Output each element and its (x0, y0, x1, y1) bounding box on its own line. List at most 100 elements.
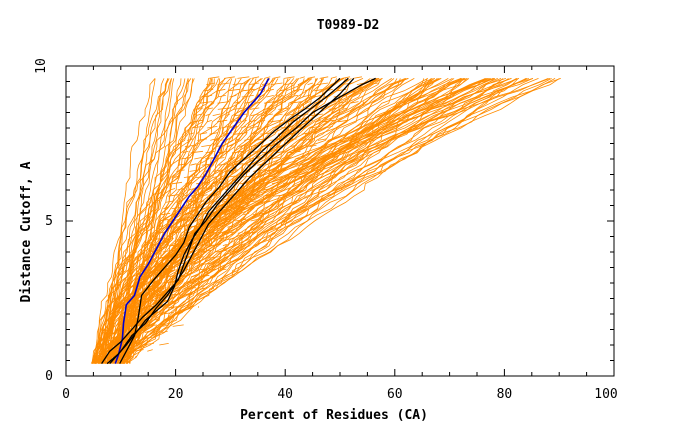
model-hatch (221, 200, 228, 203)
model-curve (99, 78, 486, 364)
model-hatch (263, 126, 270, 129)
model-hatch (310, 126, 320, 129)
model-hatch (223, 76, 235, 79)
model-hatch (240, 181, 253, 185)
model-hatch (208, 231, 222, 234)
model-hatch (279, 101, 287, 104)
model-hatch (282, 181, 288, 185)
model-hatch (345, 95, 348, 98)
model-hatch (238, 175, 252, 178)
model-hatch (217, 101, 230, 104)
model-hatch (249, 206, 255, 209)
model-curve (93, 78, 380, 364)
model-hatch (134, 355, 138, 358)
model-hatch (194, 157, 202, 160)
model-curve (115, 78, 512, 364)
model-hatch (170, 243, 182, 247)
model-hatch (172, 324, 184, 327)
model-hatch (208, 76, 220, 79)
model-hatch (126, 312, 134, 315)
model-hatch (338, 119, 349, 123)
model-hatch (237, 76, 250, 79)
y-tick-label-10: 10 (34, 58, 49, 74)
model-hatch (189, 132, 195, 135)
model-hatch (217, 95, 226, 98)
model-hatch (199, 101, 213, 104)
model-hatch (176, 281, 184, 284)
model-hatch (195, 113, 203, 116)
model-hatch (195, 293, 199, 296)
chart-title: T0989-D2 (317, 18, 380, 33)
model-hatch (285, 82, 294, 85)
model-hatch (148, 293, 154, 296)
model-hatch (171, 268, 182, 271)
model-curve (117, 78, 512, 364)
model-hatch (252, 132, 259, 135)
model-hatch (336, 88, 347, 92)
model-hatch (279, 175, 290, 178)
model-hatch (162, 324, 170, 327)
model-hatch (119, 355, 131, 358)
model-hatch (201, 95, 213, 98)
model-hatch (177, 188, 184, 191)
series-line-black-4 (109, 77, 355, 365)
model-hatch (129, 305, 141, 309)
model-hatch (234, 101, 241, 104)
model-hatch (278, 107, 291, 110)
model-hatch (245, 231, 258, 234)
model-hatch (215, 250, 227, 253)
model-hatch (186, 206, 198, 209)
model-hatch (279, 88, 288, 92)
model-hatch (163, 206, 169, 209)
model-hatch (226, 206, 233, 209)
model-hatch (256, 101, 262, 104)
model-hatch (150, 243, 156, 247)
model-hatch (162, 330, 168, 333)
model-hatch (195, 175, 209, 178)
model-hatch (158, 293, 164, 296)
model-hatch (249, 126, 259, 129)
model-hatch (237, 144, 246, 147)
model-curve (127, 78, 465, 364)
model-hatch (183, 212, 192, 216)
model-hatch (147, 349, 153, 352)
model-curve (107, 78, 528, 364)
model-hatch (301, 163, 304, 166)
model-curve (104, 78, 520, 364)
model-hatch (159, 343, 169, 346)
model-hatch (207, 119, 213, 123)
model-hatch (211, 181, 224, 185)
model-curve (117, 78, 496, 364)
model-hatch (197, 107, 204, 110)
model-hatch (313, 95, 322, 98)
model-hatch (182, 293, 193, 296)
model-hatch (243, 212, 250, 216)
model-hatch (295, 157, 308, 160)
model-hatch (205, 150, 215, 154)
model-hatch (212, 287, 215, 290)
model-hatch (207, 256, 221, 259)
model-hatch (263, 107, 275, 110)
model-hatch (316, 119, 321, 123)
model-hatch (167, 293, 181, 296)
model-hatch (159, 299, 169, 302)
x-tick-label-100: 100 (594, 387, 617, 402)
model-hatch (244, 200, 257, 203)
model-hatch (258, 95, 265, 98)
model-hatch (251, 188, 261, 191)
model-hatch (157, 256, 169, 259)
model-hatch (293, 175, 304, 178)
model-curve (93, 78, 383, 364)
model-hatch (240, 126, 247, 129)
background-model-lines (90, 76, 561, 364)
model-hatch (161, 212, 171, 216)
model-curve (99, 78, 509, 364)
model-hatch (230, 163, 244, 166)
model-hatch (237, 231, 244, 234)
model-hatch (230, 200, 242, 203)
model-hatch (210, 138, 216, 141)
model-hatch (233, 107, 245, 110)
model-hatch (208, 243, 221, 247)
model-hatch (324, 126, 333, 129)
